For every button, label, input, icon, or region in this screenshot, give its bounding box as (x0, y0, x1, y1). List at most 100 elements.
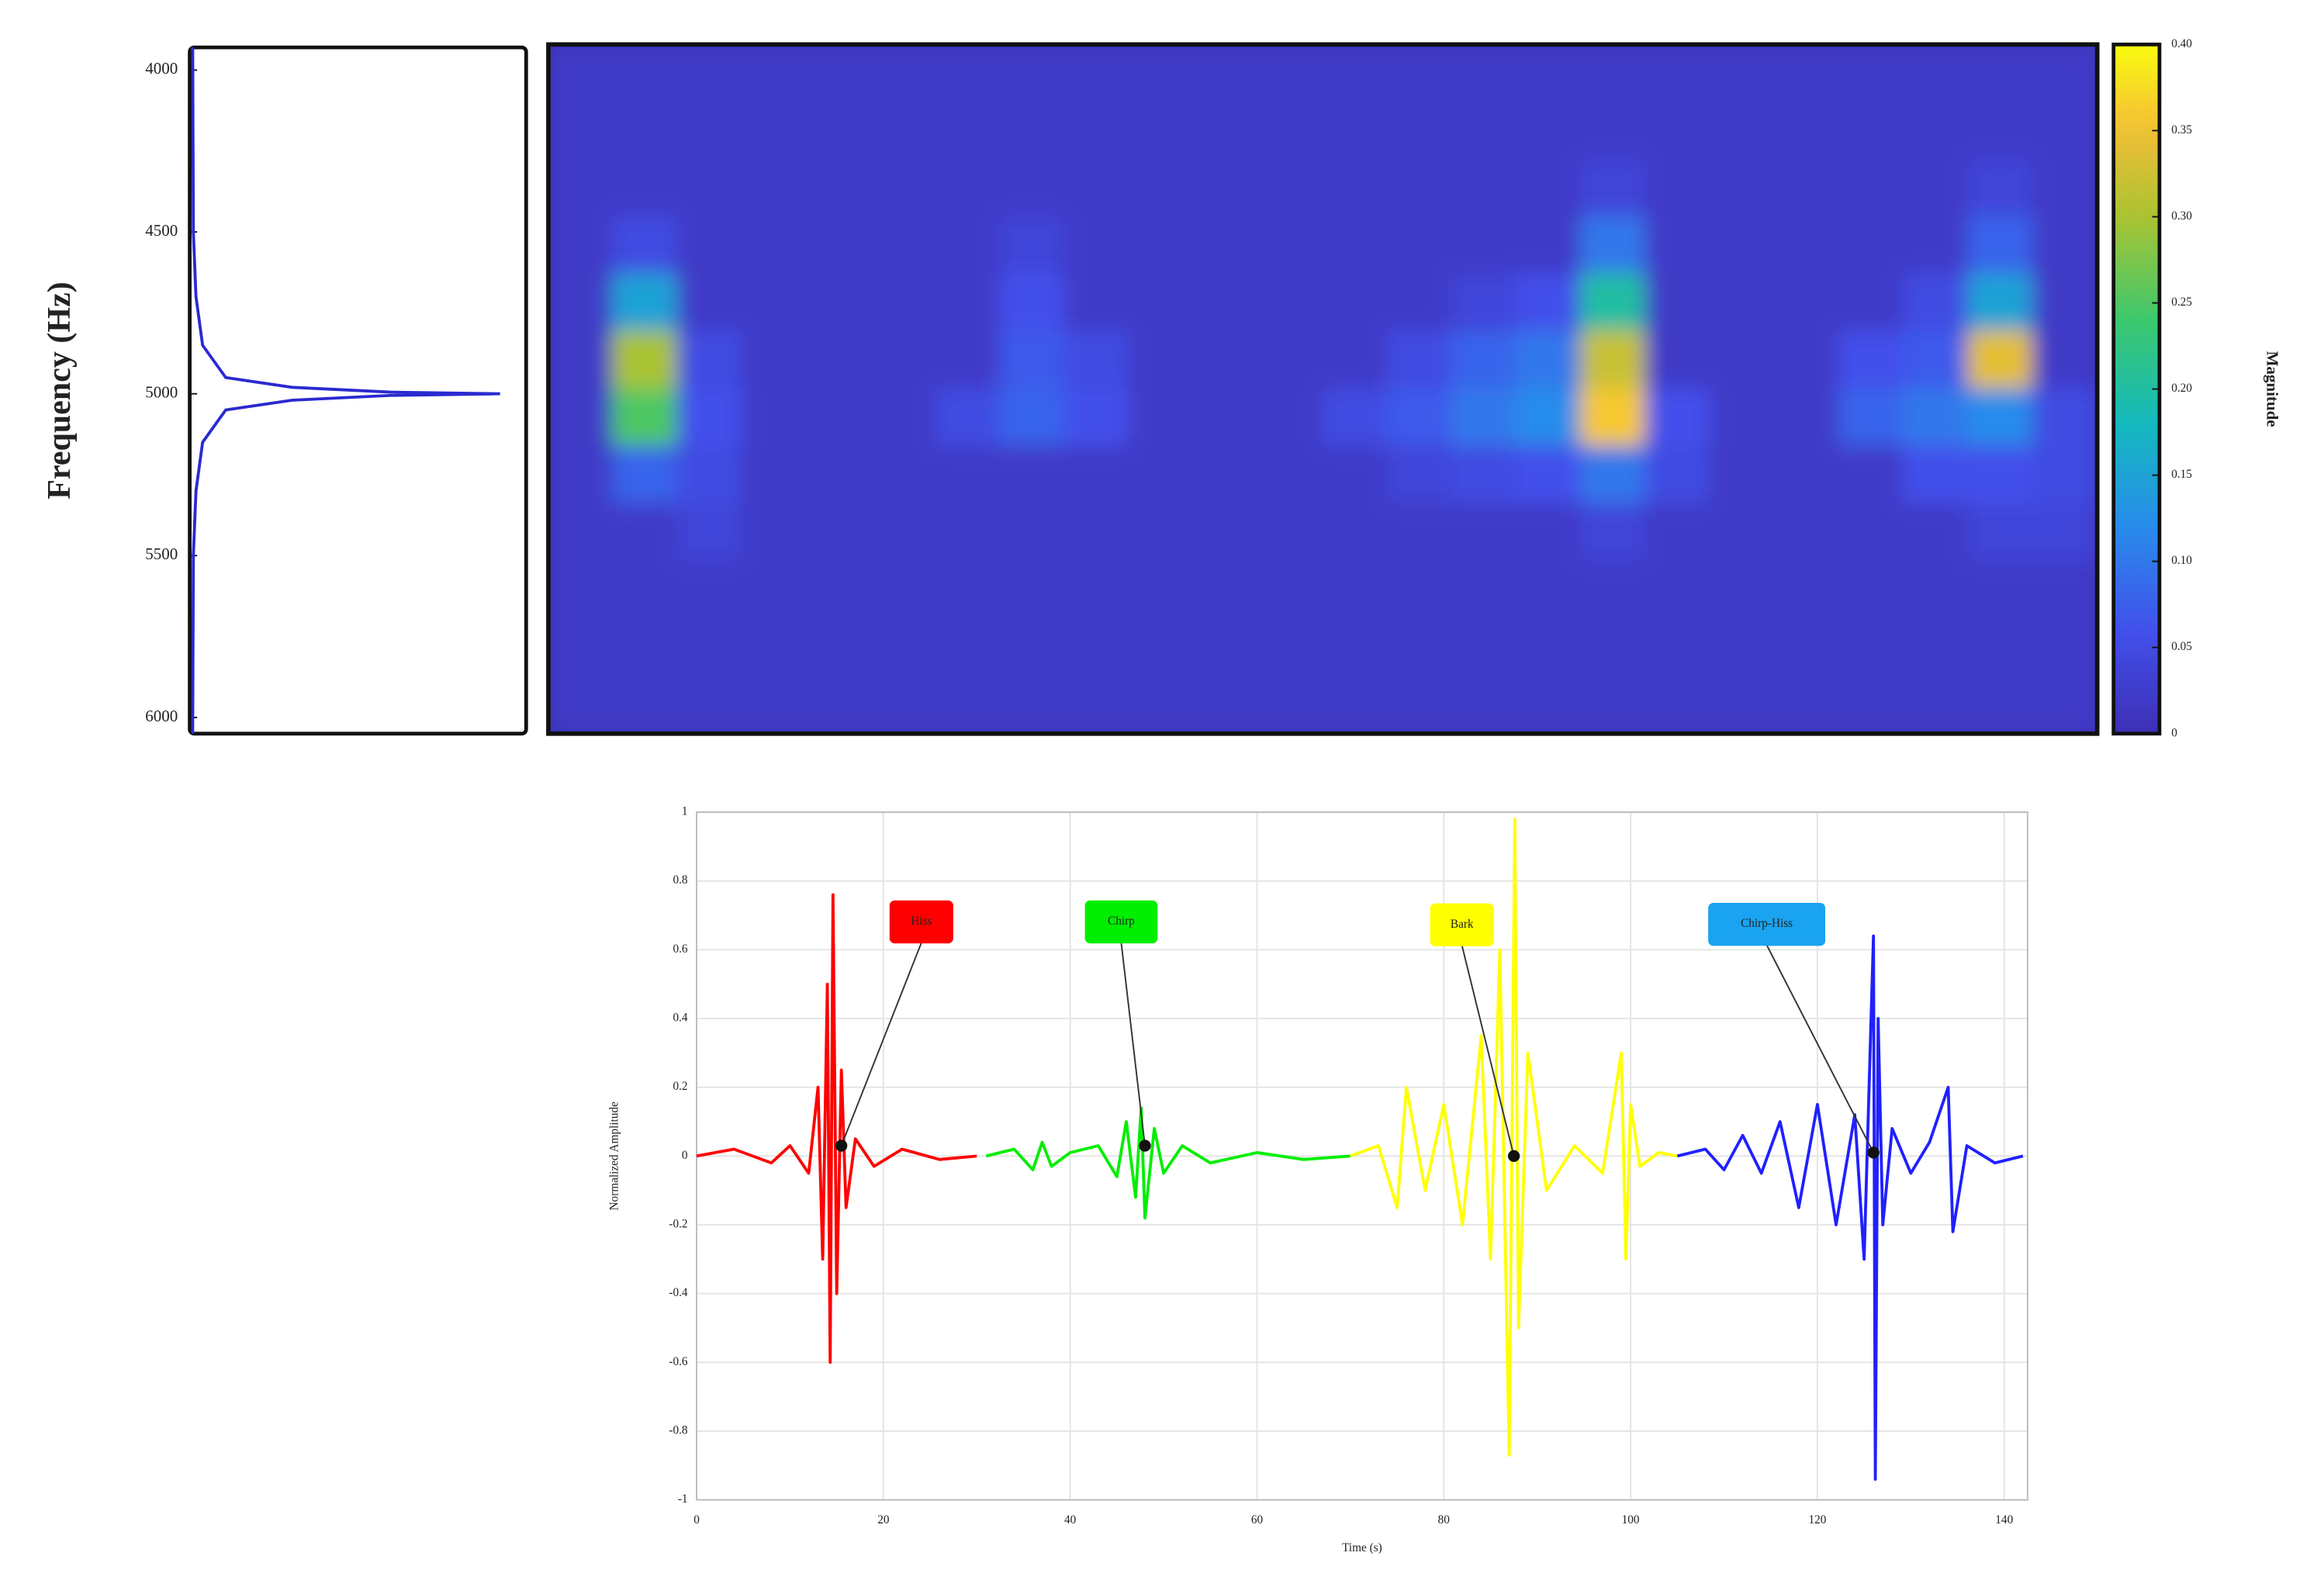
annotation-text: Bark (1451, 918, 1474, 931)
heatmap-cell (1322, 388, 1389, 448)
heatmap-cell (1838, 158, 1905, 218)
heatmap-cell (612, 330, 679, 390)
annotation-leader (1461, 945, 1515, 1157)
heatmap-cell (805, 273, 872, 333)
heatmap-cell (935, 216, 1001, 275)
heatmap-cell (1386, 44, 1453, 103)
heatmap-cell (1128, 158, 1195, 218)
heatmap-cell (612, 388, 679, 448)
heatmap-cell (1644, 617, 1711, 677)
heatmap-cell (1838, 675, 1905, 734)
heatmap-cell (1322, 617, 1389, 677)
annotation-box (1084, 900, 1158, 944)
heatmap-cell (548, 216, 614, 275)
heatmap-cell (935, 388, 1001, 448)
heatmap-cell (1644, 675, 1711, 734)
heatmap-cell (870, 273, 937, 333)
heatmap-cell (1451, 330, 1517, 390)
heatmap-cell (1128, 617, 1195, 677)
heatmap-cell (676, 675, 743, 734)
heatmap-cell (1967, 101, 2034, 161)
heatmap-cell (1063, 388, 1130, 448)
heatmap-cell (1515, 388, 1582, 448)
heatmap-cell (1515, 330, 1582, 390)
heatmap-cell (1903, 101, 1970, 161)
heatmap-cell (612, 44, 679, 103)
heatmap-cell (1967, 273, 2034, 333)
heatmap-cell (1257, 388, 1324, 448)
heatmap-cell (1773, 273, 1840, 333)
heatmap-cell (1644, 44, 1711, 103)
heatmap-cell (935, 560, 1001, 620)
heatmap-cell (805, 617, 872, 677)
heatmap-cell (1838, 101, 1905, 161)
heatmap-cell (676, 503, 743, 562)
heatmap-cell (1128, 445, 1195, 505)
heatmap-cell (676, 216, 743, 275)
heatmap-cell (1386, 158, 1453, 218)
y-tick-label: -0.8 (669, 1423, 688, 1437)
heatmap-cell (999, 44, 1066, 103)
y-tick-label: 0.2 (673, 1080, 687, 1093)
heatmap-cell (1967, 158, 2034, 218)
heatmap-cell (1903, 445, 1970, 505)
heatmap-cell (1773, 445, 1840, 505)
heatmap-cell (1644, 273, 1711, 333)
heatmap-cell (2032, 388, 2097, 448)
heatmap-cell (1580, 617, 1647, 677)
heatmap-cell (1063, 617, 1130, 677)
heatmap-cell (676, 330, 743, 390)
heatmap-cell (1128, 560, 1195, 620)
x-tick-label: 140 (1995, 1513, 2013, 1527)
y-tick-label: 4500 (145, 221, 178, 240)
heatmap-cell (1322, 560, 1389, 620)
x-tick-label: 120 (1808, 1513, 1826, 1527)
heatmap-cell (1257, 675, 1324, 734)
heatmap-cell (741, 158, 808, 218)
heatmap-cell (805, 560, 872, 620)
heatmap-cell (1128, 330, 1195, 390)
annotation-box (1708, 902, 1826, 946)
heatmap-cell (1386, 101, 1453, 161)
heatmap-cell (1451, 101, 1517, 161)
heatmap-cell (1192, 158, 1260, 218)
heatmap-cell (2032, 445, 2097, 505)
y-tick-label: 0.4 (673, 1011, 687, 1025)
y-axis-title: Normalized Amplitude (607, 1101, 621, 1211)
annotation-text: Chirp-Hiss (1741, 917, 1793, 930)
colorbar-tick-label: 0.15 (2171, 468, 2192, 481)
heatmap-cell (1644, 560, 1711, 620)
heatmap-cell (548, 273, 614, 333)
heatmap-cell (1192, 560, 1260, 620)
y-tick-label: 5500 (145, 545, 178, 563)
colorbar-tick-label: 0 (2171, 726, 2177, 739)
heatmap-cell (1580, 158, 1647, 218)
heatmap-cell (1192, 388, 1260, 448)
heatmap-cell (1257, 560, 1324, 620)
heatmap-cell (1063, 158, 1130, 218)
heatmap-cell (1644, 101, 1711, 161)
heatmap-cell (1580, 675, 1647, 734)
heatmap-cell (1451, 675, 1517, 734)
y-tick-label: 4000 (145, 59, 178, 78)
heatmap-cell (1451, 158, 1517, 218)
colorbar-tick-label: 0.30 (2171, 209, 2192, 223)
heatmap-cell (1580, 388, 1647, 448)
heatmap-cell (676, 44, 743, 103)
heatmap-cell (548, 445, 614, 505)
heatmap-cell (1580, 445, 1647, 505)
y-axis-title: Frequency (Hz) (42, 282, 78, 499)
heatmap-cell (1322, 675, 1389, 734)
heatmap-cell (2032, 216, 2097, 275)
heatmap-cell (1709, 445, 1776, 505)
heatmap-cell (935, 503, 1001, 562)
heatmap-cell (1709, 503, 1776, 562)
waveform (696, 893, 977, 1364)
heatmap-cell (1773, 330, 1840, 390)
heatmap-cell (1192, 330, 1260, 390)
heatmap-cell (805, 388, 872, 448)
heatmap-cell (935, 675, 1001, 734)
heatmap-cell (999, 330, 1066, 390)
heatmap-cell (1903, 216, 1970, 275)
heatmap-cell (1063, 503, 1130, 562)
